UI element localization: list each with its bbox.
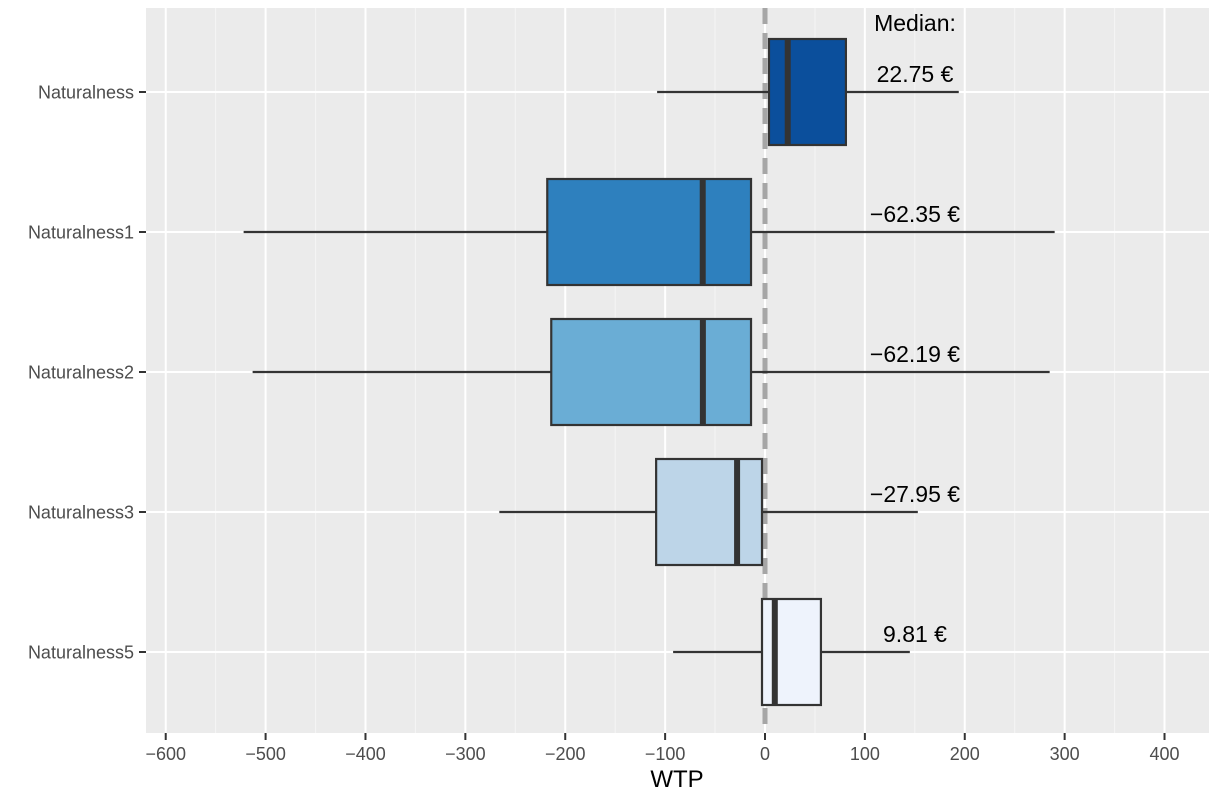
- x-axis-title: WTP: [650, 766, 703, 793]
- x-tick-label: −200: [545, 744, 586, 764]
- x-tick-label: 200: [950, 744, 980, 764]
- median-label: 22.75 €: [877, 61, 954, 87]
- box-naturalness3: [499, 457, 918, 567]
- y-tick-label: Naturalness5: [28, 643, 134, 663]
- box-iqr: [760, 597, 823, 707]
- median-label: −62.35 €: [870, 201, 960, 227]
- y-tick-label: Naturalness3: [28, 503, 134, 523]
- median-header: Median:: [874, 10, 956, 36]
- box-iqr: [655, 457, 764, 567]
- boxes-group: [243, 37, 1055, 707]
- x-tick-label: −400: [345, 744, 386, 764]
- x-tick-label: 0: [760, 744, 770, 764]
- box-iqr: [546, 177, 753, 287]
- box-iqr: [767, 37, 848, 147]
- x-tick-label: −100: [645, 744, 686, 764]
- box-naturalness5: [673, 597, 910, 707]
- x-tick-label: −300: [445, 744, 486, 764]
- x-tick-label: −600: [145, 744, 186, 764]
- axes-group: Naturalness Naturalness1 Naturalness2 Natur…: [28, 83, 1180, 765]
- median-labels-group: Median: 22.75 € −62.35 € −62.19 € −27.95 € 9…: [870, 10, 960, 647]
- y-tick-label: Naturalness2: [28, 363, 134, 383]
- x-tick-label: −500: [245, 744, 286, 764]
- box-naturalness2: [252, 317, 1050, 427]
- median-label: −27.95 €: [870, 481, 960, 507]
- median-label: 9.81 €: [883, 621, 947, 647]
- box-iqr: [550, 317, 753, 427]
- x-tick-label: 300: [1050, 744, 1080, 764]
- x-tick-label: 400: [1149, 744, 1179, 764]
- y-tick-label: Naturalness: [38, 83, 134, 103]
- median-label: −62.19 €: [870, 341, 960, 367]
- x-tick-label: 100: [850, 744, 880, 764]
- box-naturalness: [657, 37, 959, 147]
- y-tick-label: Naturalness1: [28, 223, 134, 243]
- box-naturalness1: [243, 177, 1055, 287]
